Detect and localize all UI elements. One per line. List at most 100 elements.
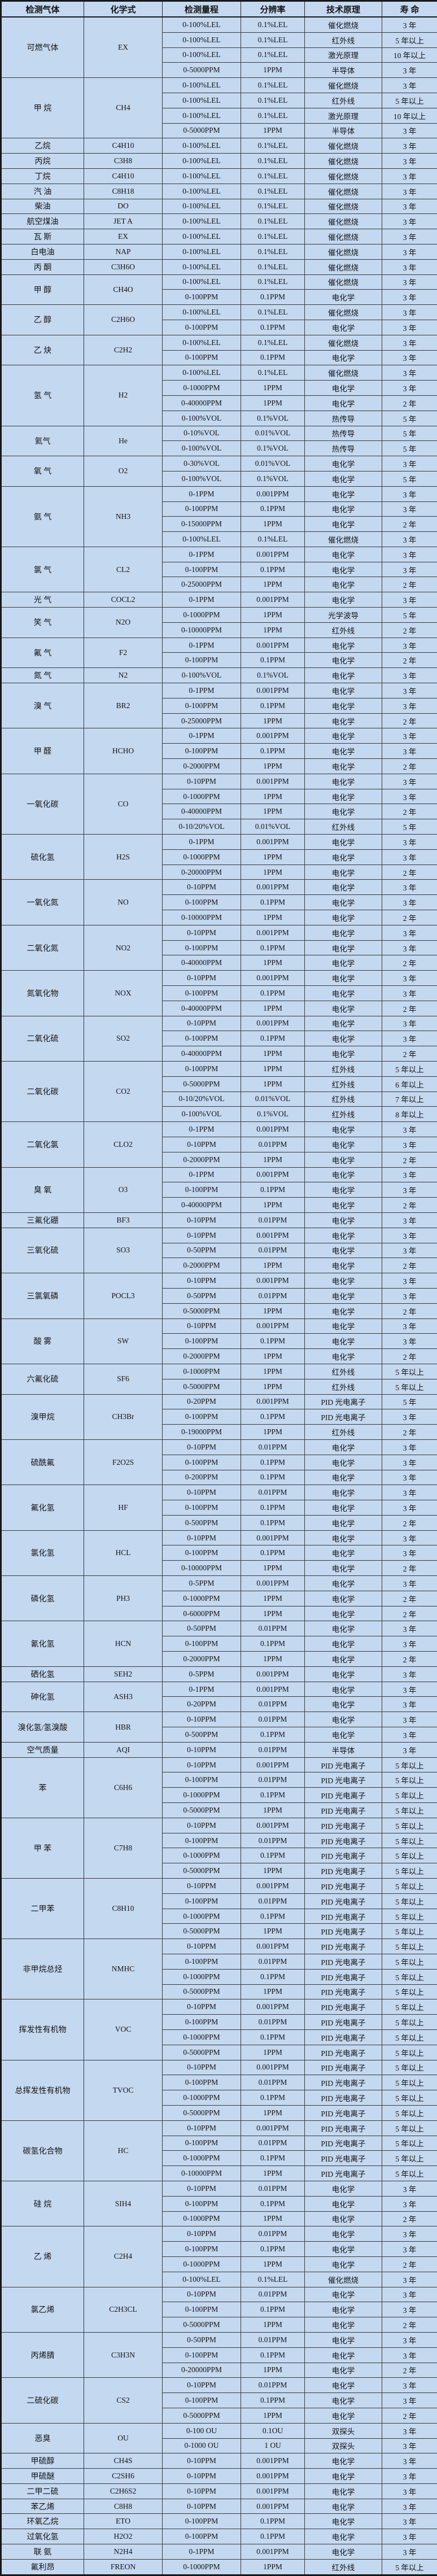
formula-cell: OU	[84, 2423, 163, 2453]
resolution-cell: 0.01PPM	[241, 1288, 305, 1303]
principle-cell: 电化学	[305, 986, 382, 1001]
range-cell: 0-100PPM	[163, 1334, 241, 1349]
gas-name-cell: 碳氢化合物	[1, 2120, 84, 2181]
gas-name-cell: 溴化氢/氢溴酸	[1, 1712, 84, 1743]
principle-cell: 电化学	[305, 1031, 382, 1046]
gas-name-cell: 甲 醇	[1, 274, 84, 305]
range-cell: 0-50PPM	[163, 1243, 241, 1258]
principle-cell: PID 光电离子	[305, 2090, 382, 2106]
range-cell: 0-2000PPM	[163, 1652, 241, 1667]
resolution-cell: 0.1%VOL	[241, 471, 305, 486]
formula-cell: C2H6O	[84, 305, 163, 335]
principle-cell: 电化学	[305, 2469, 382, 2484]
lifespan-cell: 5 年以上	[382, 1818, 437, 1833]
resolution-cell: 0.01PPM	[241, 2181, 305, 2196]
resolution-cell: 1PPM	[241, 1046, 305, 1062]
range-cell: 0-1000PPM	[163, 789, 241, 804]
lifespan-cell: 3 年	[382, 2423, 437, 2438]
range-cell: 0-500PPM	[163, 1515, 241, 1530]
resolution-cell: 1 OU	[241, 2438, 305, 2453]
range-cell: 0-1000PPM	[163, 849, 241, 865]
resolution-cell: 0.001PPM	[241, 1939, 305, 1954]
formula-cell: HCHO	[84, 728, 163, 774]
lifespan-cell: 3 年	[382, 290, 437, 305]
gas-name-cell: 甲硫醚	[1, 2469, 84, 2484]
lifespan-cell: 5 年以上	[382, 1969, 437, 1984]
principle-cell: 电化学	[305, 971, 382, 986]
lifespan-cell: 5 年以上	[382, 2136, 437, 2151]
formula-cell: HF	[84, 1485, 163, 1530]
range-cell: 0-100%LEL	[163, 199, 241, 214]
range-cell: 0-100PPM	[163, 320, 241, 335]
lifespan-cell: 3 年	[382, 1455, 437, 1470]
principle-cell: 电化学	[305, 2332, 382, 2347]
gas-name-cell: 氮氧化物	[1, 971, 84, 1016]
lifespan-cell: 2 年	[382, 2408, 437, 2423]
header-lifespan: 寿 命	[382, 1, 437, 18]
range-cell: 0-5PPM	[163, 1576, 241, 1591]
range-cell: 0-10PPM	[163, 1485, 241, 1500]
principle-cell: 电化学	[305, 1167, 382, 1182]
principle-cell: PID 光电离子	[305, 1833, 382, 1848]
range-cell: 0-40000PPM	[163, 1001, 241, 1016]
lifespan-cell: 3 年	[382, 1666, 437, 1682]
resolution-cell: 1PPM	[241, 1803, 305, 1818]
lifespan-cell: 3 年	[382, 1742, 437, 1757]
lifespan-cell: 6 年以上	[382, 1076, 437, 1091]
resolution-cell: 0.01PPM	[241, 1697, 305, 1712]
range-cell: 0-100PPM	[163, 2196, 241, 2211]
principle-cell: 催化燃烧	[305, 365, 382, 381]
principle-cell: 电化学	[305, 2483, 382, 2499]
principle-cell: PID 光电离子	[305, 1999, 382, 2015]
range-cell: 0-100PPM	[163, 1636, 241, 1652]
lifespan-cell: 3 年	[382, 925, 437, 940]
lifespan-cell: 3 年	[382, 2499, 437, 2514]
principle-cell: 红外线	[305, 1379, 382, 1394]
principle-cell: 电化学	[305, 592, 382, 608]
range-cell: 0-10PPM	[163, 971, 241, 986]
resolution-cell: 0.001PPM	[241, 1122, 305, 1137]
gas-name-cell: 苯乙烯	[1, 2499, 84, 2514]
range-cell: 0-1PPM	[163, 1167, 241, 1182]
resolution-cell: 0.001PPM	[241, 2544, 305, 2560]
range-cell: 0-50PPM	[163, 2332, 241, 2347]
formula-cell: CO2	[84, 1061, 163, 1121]
principle-cell: PID 光电离子	[305, 2105, 382, 2120]
gas-name-cell: 氨 气	[1, 486, 84, 547]
formula-cell: NH3	[84, 486, 163, 547]
principle-cell: 电化学	[305, 1697, 382, 1712]
range-cell: 0-10PPM	[163, 2120, 241, 2136]
lifespan-cell: 5 年以上	[382, 2015, 437, 2030]
resolution-cell: 0.01PPM	[241, 1137, 305, 1152]
range-cell: 0-10000PPM	[163, 622, 241, 638]
lifespan-cell: 5 年以上	[382, 1909, 437, 1924]
lifespan-cell: 5 年以上	[382, 2105, 437, 2120]
resolution-cell: 0.1%LEL	[241, 78, 305, 93]
resolution-cell: 0.1%LEL	[241, 2272, 305, 2287]
lifespan-cell: 3 年	[382, 1243, 437, 1258]
formula-cell: SO3	[84, 1228, 163, 1273]
range-cell: 0-100PPM	[163, 1833, 241, 1848]
gas-name-cell: 氟利昂	[1, 2559, 84, 2575]
lifespan-cell: 3 年	[382, 2272, 437, 2287]
range-cell: 0-5000PPM	[163, 63, 241, 78]
principle-cell: 电化学	[305, 940, 382, 955]
range-cell: 0-5000PPM	[163, 1863, 241, 1879]
lifespan-cell: 3 年	[382, 229, 437, 244]
gas-name-cell: 环氧乙烷	[1, 2514, 84, 2529]
resolution-cell: 1PPM	[241, 1198, 305, 1213]
resolution-cell: 0.1PPM	[241, 1470, 305, 1485]
formula-cell: C7H8	[84, 1818, 163, 1878]
principle-cell: 催化燃烧	[305, 2272, 382, 2287]
principle-cell: 电化学	[305, 547, 382, 562]
principle-cell: 光学波导	[305, 608, 382, 623]
